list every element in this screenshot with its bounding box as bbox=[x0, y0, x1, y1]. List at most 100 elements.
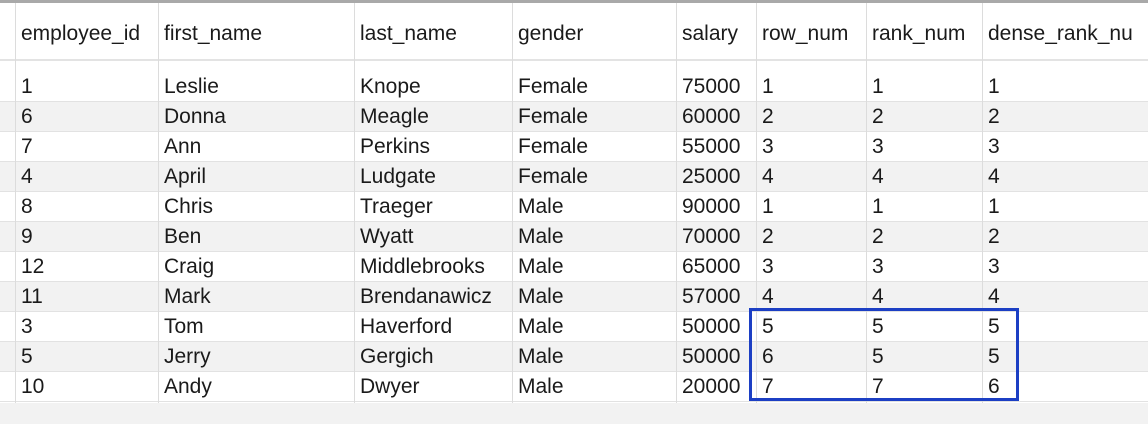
cell-first-name[interactable]: Jerry bbox=[164, 345, 211, 368]
cell-rank-num[interactable]: 3 bbox=[872, 255, 884, 278]
table-row[interactable]: 1 Leslie Knope Female 75000 1 1 1 bbox=[0, 72, 1148, 102]
cell-gender[interactable]: Male bbox=[518, 225, 564, 248]
cell-dense-rank-num[interactable]: 1 bbox=[988, 75, 1000, 98]
column-divider[interactable] bbox=[866, 3, 867, 403]
table-row[interactable]: 9 Ben Wyatt Male 70000 2 2 2 bbox=[0, 222, 1148, 252]
cell-dense-rank-num[interactable]: 2 bbox=[988, 225, 1000, 248]
cell-row-num[interactable]: 4 bbox=[762, 165, 774, 188]
cell-gender[interactable]: Male bbox=[518, 375, 564, 398]
cell-first-name[interactable]: Mark bbox=[164, 285, 211, 308]
column-header-salary[interactable]: salary bbox=[682, 22, 739, 45]
cell-salary[interactable]: 50000 bbox=[682, 345, 741, 368]
table-row[interactable]: 11 Mark Brendanawicz Male 57000 4 4 4 bbox=[0, 282, 1148, 312]
cell-row-num[interactable]: 1 bbox=[762, 195, 774, 218]
table-row[interactable]: 6 Donna Meagle Female 60000 2 2 2 bbox=[0, 102, 1148, 132]
column-header-gender[interactable]: gender bbox=[518, 22, 584, 45]
cell-employee-id[interactable]: 4 bbox=[21, 165, 33, 188]
column-divider[interactable] bbox=[512, 3, 513, 403]
cell-dense-rank-num[interactable]: 2 bbox=[988, 105, 1000, 128]
cell-employee-id[interactable]: 8 bbox=[21, 195, 33, 218]
table-row[interactable]: 3 Tom Haverford Male 50000 5 5 5 bbox=[0, 312, 1148, 342]
cell-row-num[interactable]: 5 bbox=[762, 315, 774, 338]
cell-salary[interactable]: 50000 bbox=[682, 315, 741, 338]
cell-dense-rank-num[interactable]: 6 bbox=[988, 375, 1000, 398]
cell-first-name[interactable]: Craig bbox=[164, 255, 215, 278]
cell-salary[interactable]: 75000 bbox=[682, 75, 741, 98]
cell-row-num[interactable]: 2 bbox=[762, 105, 774, 128]
cell-gender[interactable]: Male bbox=[518, 315, 564, 338]
cell-gender[interactable]: Female bbox=[518, 165, 589, 188]
cell-salary[interactable]: 25000 bbox=[682, 165, 741, 188]
cell-dense-rank-num[interactable]: 4 bbox=[988, 165, 1000, 188]
table-row[interactable]: 8 Chris Traeger Male 90000 1 1 1 bbox=[0, 192, 1148, 222]
column-divider[interactable] bbox=[756, 3, 757, 403]
cell-rank-num[interactable]: 1 bbox=[872, 75, 884, 98]
cell-gender[interactable]: Female bbox=[518, 75, 589, 98]
cell-rank-num[interactable]: 4 bbox=[872, 285, 884, 308]
cell-dense-rank-num[interactable]: 5 bbox=[988, 315, 1000, 338]
cell-salary[interactable]: 70000 bbox=[682, 225, 741, 248]
cell-last-name[interactable]: Perkins bbox=[360, 135, 431, 158]
cell-rank-num[interactable]: 4 bbox=[872, 165, 884, 188]
column-header-first-name[interactable]: first_name bbox=[164, 22, 263, 45]
column-header-last-name[interactable]: last_name bbox=[360, 22, 457, 45]
cell-last-name[interactable]: Knope bbox=[360, 75, 421, 98]
cell-gender[interactable]: Male bbox=[518, 195, 564, 218]
cell-rank-num[interactable]: 1 bbox=[872, 195, 884, 218]
cell-rank-num[interactable]: 5 bbox=[872, 345, 884, 368]
cell-last-name[interactable]: Wyatt bbox=[360, 225, 414, 248]
cell-salary[interactable]: 60000 bbox=[682, 105, 741, 128]
cell-last-name[interactable]: Brendanawicz bbox=[360, 285, 492, 308]
cell-last-name[interactable]: Middlebrooks bbox=[360, 255, 485, 278]
cell-last-name[interactable]: Gergich bbox=[360, 345, 434, 368]
column-divider[interactable] bbox=[158, 3, 159, 403]
cell-row-num[interactable]: 4 bbox=[762, 285, 774, 308]
cell-row-num[interactable]: 6 bbox=[762, 345, 774, 368]
column-header-rank-num[interactable]: rank_num bbox=[872, 22, 966, 45]
cell-rank-num[interactable]: 2 bbox=[872, 225, 884, 248]
cell-first-name[interactable]: Leslie bbox=[164, 75, 219, 98]
cell-employee-id[interactable]: 12 bbox=[21, 255, 45, 278]
cell-employee-id[interactable]: 9 bbox=[21, 225, 33, 248]
cell-rank-num[interactable]: 2 bbox=[872, 105, 884, 128]
column-divider[interactable] bbox=[15, 3, 16, 403]
cell-salary[interactable]: 65000 bbox=[682, 255, 741, 278]
cell-salary[interactable]: 90000 bbox=[682, 195, 741, 218]
cell-employee-id[interactable]: 10 bbox=[21, 375, 45, 398]
cell-rank-num[interactable]: 3 bbox=[872, 135, 884, 158]
table-row[interactable]: 10 Andy Dwyer Male 20000 7 7 6 bbox=[0, 372, 1148, 402]
column-header-row-num[interactable]: row_num bbox=[762, 22, 849, 45]
cell-gender[interactable]: Female bbox=[518, 105, 589, 128]
cell-first-name[interactable]: April bbox=[164, 165, 207, 188]
cell-salary[interactable]: 57000 bbox=[682, 285, 741, 308]
cell-gender[interactable]: Male bbox=[518, 345, 564, 368]
column-header-employee-id[interactable]: employee_id bbox=[21, 22, 141, 45]
cell-last-name[interactable]: Haverford bbox=[360, 315, 453, 338]
cell-last-name[interactable]: Ludgate bbox=[360, 165, 436, 188]
cell-last-name[interactable]: Meagle bbox=[360, 105, 429, 128]
cell-gender[interactable]: Male bbox=[518, 285, 564, 308]
table-row[interactable]: 12 Craig Middlebrooks Male 65000 3 3 3 bbox=[0, 252, 1148, 282]
column-divider[interactable] bbox=[982, 3, 983, 403]
cell-employee-id[interactable]: 6 bbox=[21, 105, 33, 128]
cell-rank-num[interactable]: 5 bbox=[872, 315, 884, 338]
cell-dense-rank-num[interactable]: 4 bbox=[988, 285, 1000, 308]
cell-first-name[interactable]: Andy bbox=[164, 375, 212, 398]
cell-rank-num[interactable]: 7 bbox=[872, 375, 884, 398]
cell-first-name[interactable]: Chris bbox=[164, 195, 214, 218]
column-divider[interactable] bbox=[354, 3, 355, 403]
cell-row-num[interactable]: 1 bbox=[762, 75, 774, 98]
cell-employee-id[interactable]: 5 bbox=[21, 345, 33, 368]
column-divider[interactable] bbox=[676, 3, 677, 403]
cell-row-num[interactable]: 3 bbox=[762, 135, 774, 158]
cell-salary[interactable]: 55000 bbox=[682, 135, 741, 158]
cell-first-name[interactable]: Tom bbox=[164, 315, 204, 338]
cell-gender[interactable]: Male bbox=[518, 255, 564, 278]
cell-first-name[interactable]: Donna bbox=[164, 105, 226, 128]
cell-employee-id[interactable]: 3 bbox=[21, 315, 33, 338]
cell-employee-id[interactable]: 11 bbox=[21, 285, 43, 308]
table-row[interactable]: 4 April Ludgate Female 25000 4 4 4 bbox=[0, 162, 1148, 192]
cell-dense-rank-num[interactable]: 1 bbox=[988, 195, 1000, 218]
cell-last-name[interactable]: Traeger bbox=[360, 195, 433, 218]
cell-gender[interactable]: Female bbox=[518, 135, 589, 158]
